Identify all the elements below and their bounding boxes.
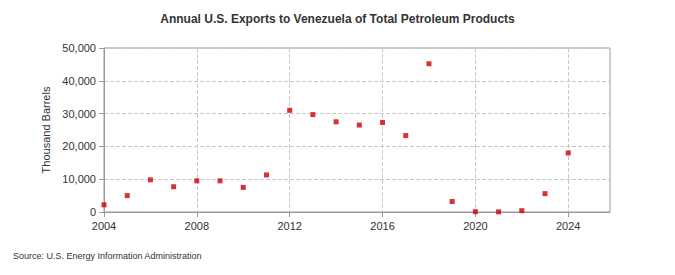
- svg-text:Source: U.S. Energy Informatio: Source: U.S. Energy Information Administ…: [13, 251, 202, 261]
- svg-text:20,000: 20,000: [62, 140, 96, 152]
- svg-text:2020: 2020: [463, 220, 487, 232]
- svg-text:Thousand Barrels: Thousand Barrels: [40, 86, 52, 173]
- svg-text:2008: 2008: [185, 220, 209, 232]
- svg-text:2012: 2012: [277, 220, 301, 232]
- svg-text:2024: 2024: [556, 220, 580, 232]
- svg-text:50,000: 50,000: [62, 42, 96, 54]
- svg-text:0: 0: [90, 206, 96, 218]
- svg-text:Annual U.S. Exports to Venezue: Annual U.S. Exports to Venezuela of Tota…: [160, 12, 515, 26]
- svg-text:10,000: 10,000: [62, 173, 96, 185]
- svg-text:2016: 2016: [370, 220, 394, 232]
- svg-text:30,000: 30,000: [62, 108, 96, 120]
- svg-text:2004: 2004: [92, 220, 116, 232]
- svg-text:40,000: 40,000: [62, 75, 96, 87]
